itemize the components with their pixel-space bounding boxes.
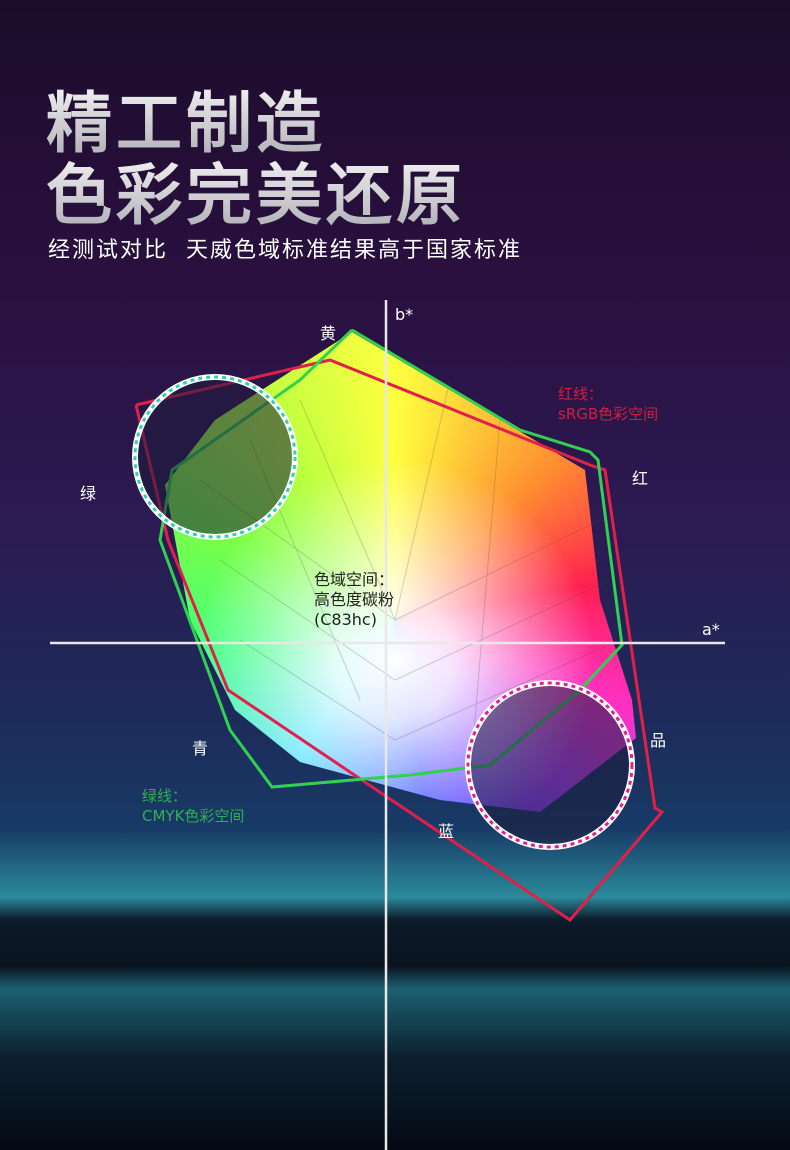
center-label: 色域空间： 高色度碳粉 (C83hc)	[314, 570, 395, 629]
headline-line2: 色彩完美还原	[46, 142, 466, 238]
headline-line1: 精工制造	[46, 70, 326, 166]
label-magenta: 品	[650, 731, 667, 750]
label-cyan: 青	[192, 739, 209, 758]
srgb-legend: 红线： sRGB色彩空间	[558, 385, 659, 423]
label-blue: 蓝	[438, 822, 455, 841]
label-yellow: 黄	[320, 324, 337, 343]
label-red: 红	[632, 469, 649, 488]
srgb-line	[134, 358, 665, 922]
axis-a-label: a*	[702, 620, 720, 639]
axis-b-label: b*	[395, 305, 414, 324]
gamut-grid	[199, 379, 621, 781]
label-green: 绿	[80, 484, 97, 503]
cmyk-legend: 绿线： CMYK色彩空间	[142, 787, 245, 825]
subtitle: 经测试对比 天威色域标准结果高于国家标准	[48, 238, 522, 263]
